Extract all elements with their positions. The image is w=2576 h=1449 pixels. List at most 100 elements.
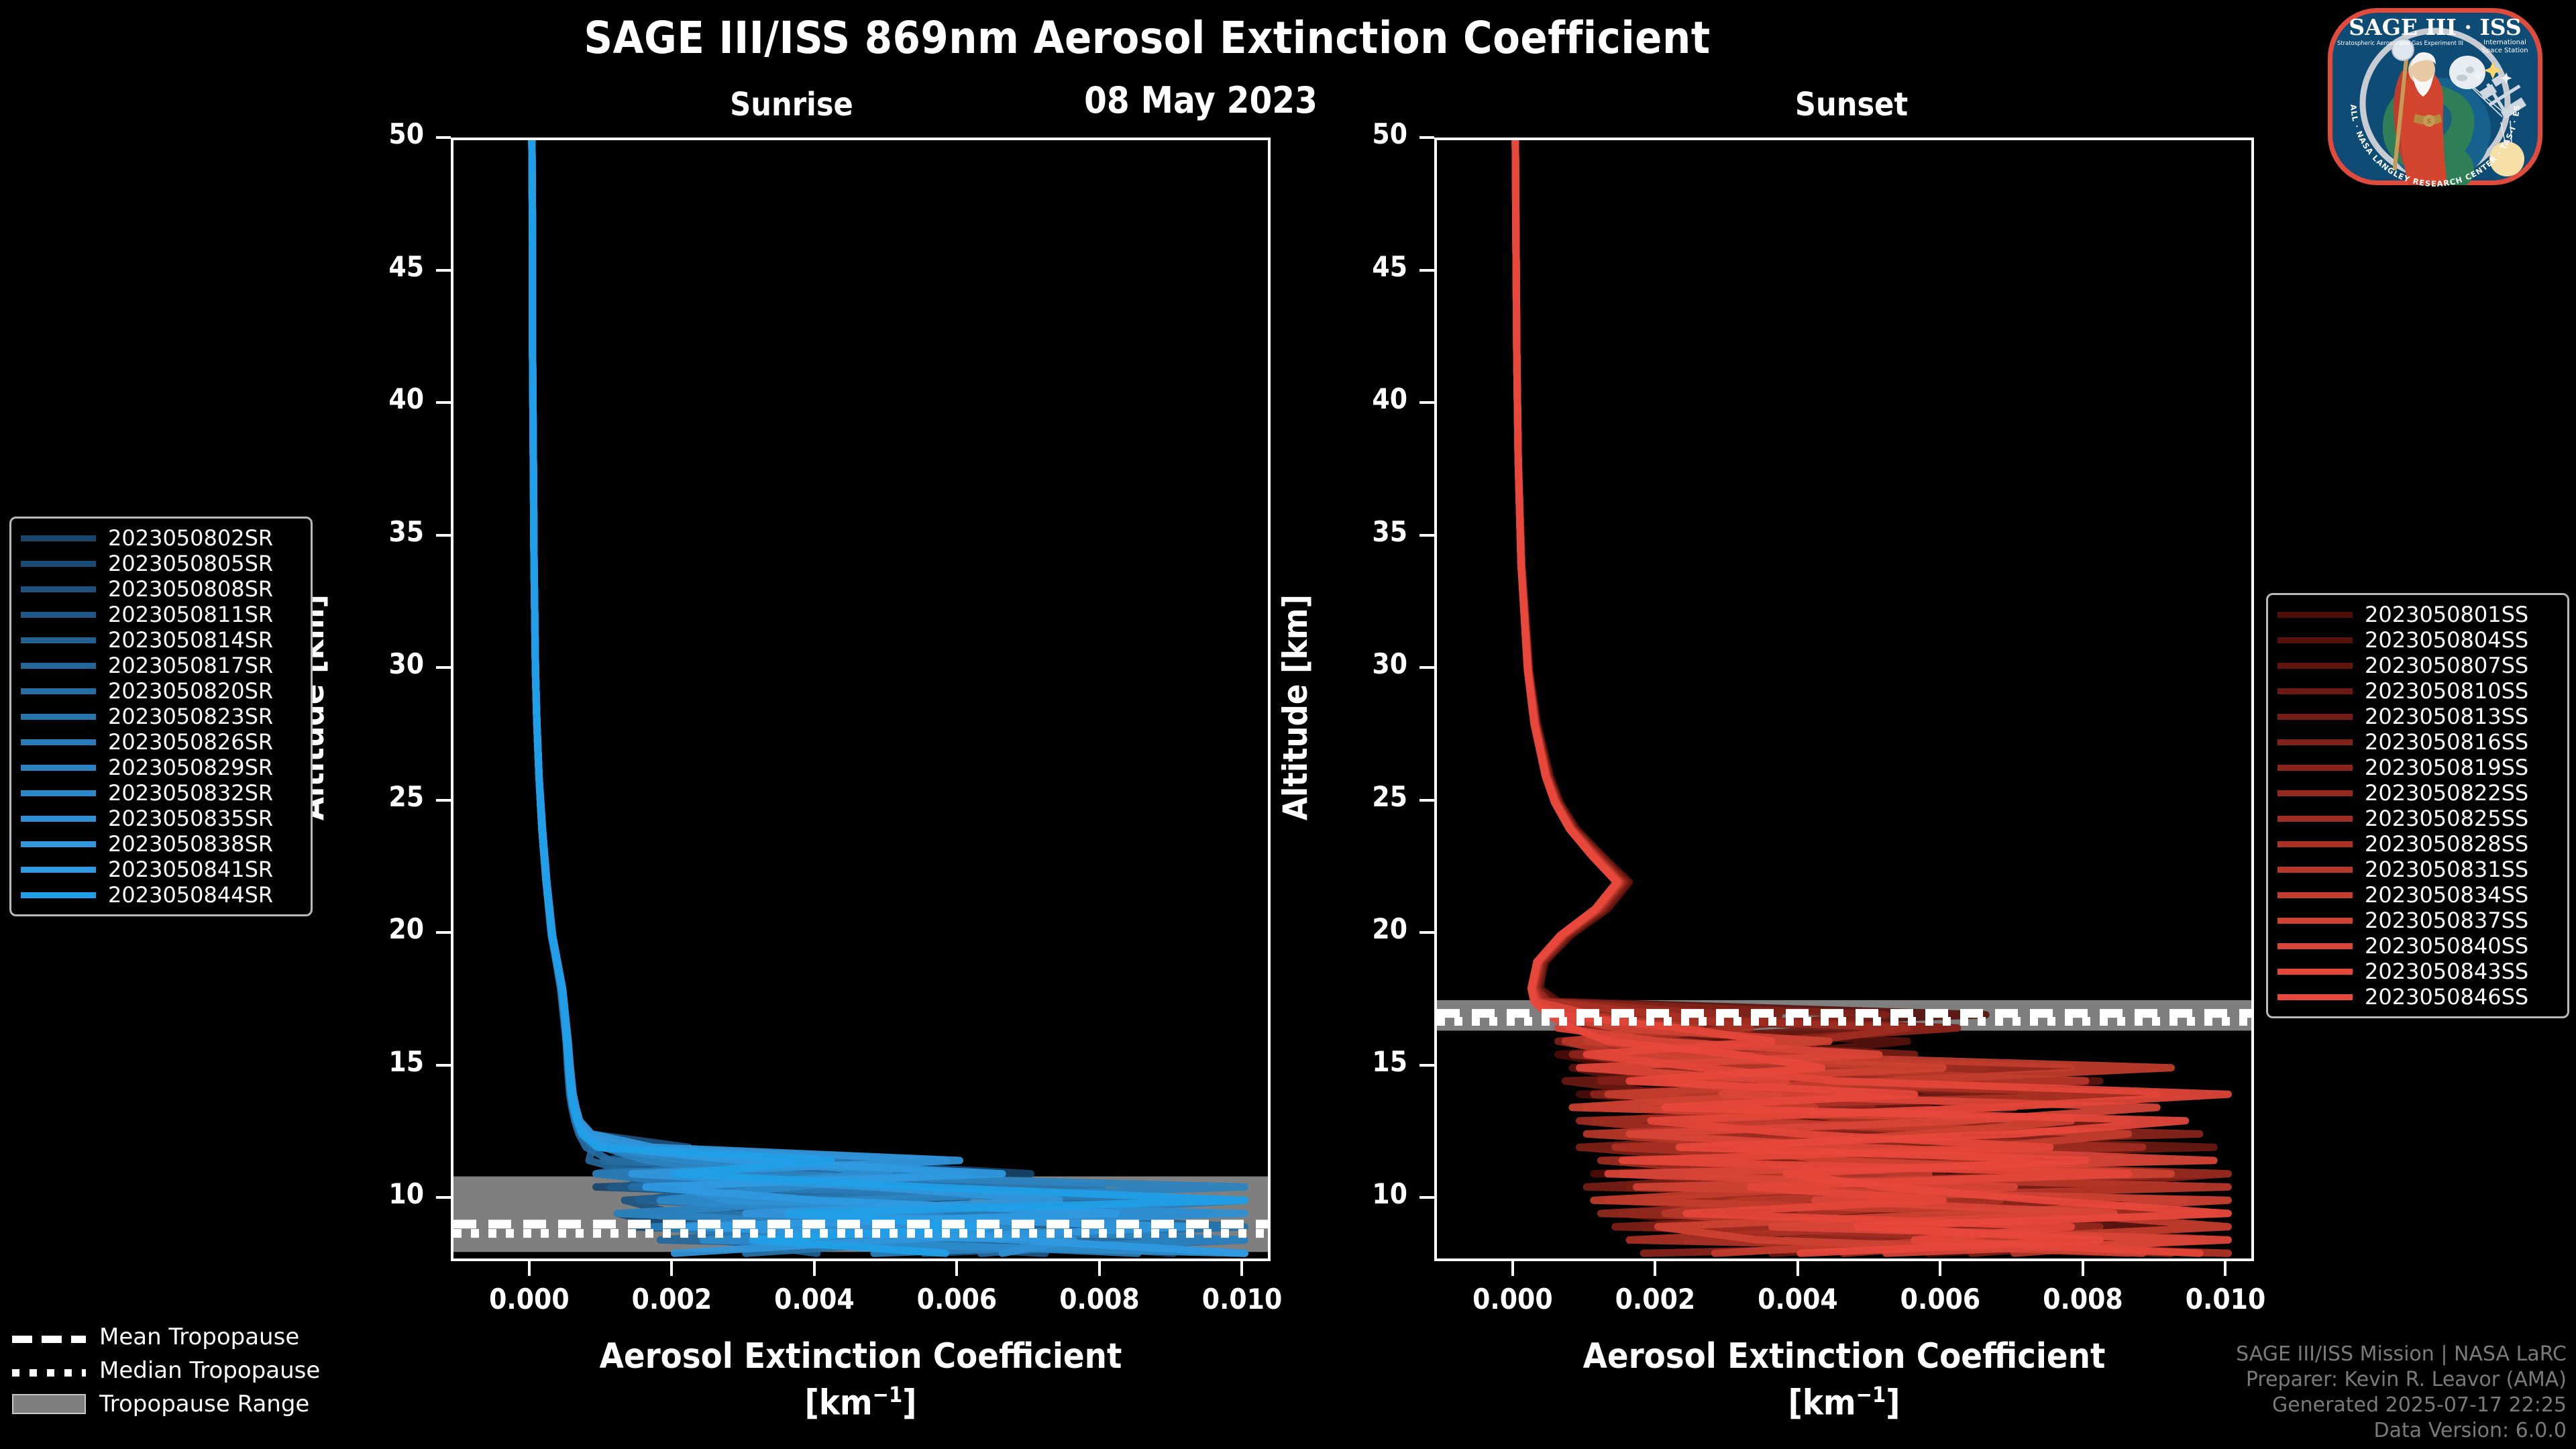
legend-item-label: 2023050802SR [108, 525, 274, 551]
legend-color-swatch [2277, 739, 2353, 745]
plot-frame-sunrise [451, 138, 1271, 1261]
legend-item[interactable]: 2023050817SR [21, 653, 301, 678]
legend-item[interactable]: 2023050807SS [2277, 653, 2558, 678]
legend-item[interactable]: 2023050844SR [21, 882, 301, 908]
legend-item[interactable]: 2023050804SS [2277, 627, 2558, 653]
legend-item[interactable]: 2023050802SR [21, 525, 301, 551]
legend-item[interactable]: 2023050810SS [2277, 678, 2558, 704]
legend-item-label: 2023050829SR [108, 755, 274, 780]
legend-item-label: 2023050817SR [108, 653, 274, 678]
legend-item[interactable]: 2023050838SR [21, 831, 301, 857]
tropopause-legend-item: Median Tropopause [12, 1354, 320, 1387]
legend-item[interactable]: 2023050828SS [2277, 831, 2558, 857]
legend-color-swatch [21, 815, 96, 822]
profile-line [528, 140, 1248, 1257]
x-tick-label: 0.000 [489, 1283, 570, 1316]
x-tick [1654, 1261, 1657, 1276]
legend-item-label: 2023050846SS [2365, 984, 2529, 1010]
y-tick [1419, 931, 1434, 934]
legend-item-label: 2023050808SR [108, 576, 274, 602]
svg-text:S: S [2427, 119, 2431, 125]
legend-item[interactable]: 2023050841SR [21, 857, 301, 882]
legend-item[interactable]: 2023050819SS [2277, 755, 2558, 780]
legend-sunset[interactable]: 2023050801SS 2023050804SS 2023050807SS 2023… [2266, 593, 2569, 1018]
legend-sunrise[interactable]: 2023050802SR 2023050805SR 2023050808SR 2023… [9, 517, 313, 916]
legend-item-label: 2023050834SS [2365, 882, 2529, 908]
legend-color-swatch [21, 586, 96, 592]
x-tick [1511, 1261, 1514, 1276]
y-tick-label: 50 [1372, 117, 1407, 150]
legend-color-swatch [21, 560, 96, 567]
legend-item[interactable]: 2023050816SS [2277, 729, 2558, 755]
profile-line [528, 140, 1248, 1257]
legend-color-swatch [2277, 764, 2353, 771]
profile-line [528, 140, 1248, 1257]
tropopause-legend-key-dash [12, 1335, 86, 1343]
logo-title: SAGE III · ISS [2349, 14, 2521, 40]
legend-item[interactable]: 2023050811SR [21, 602, 301, 627]
legend-item[interactable]: 2023050846SS [2277, 984, 2558, 1010]
legend-item[interactable]: 2023050829SR [21, 755, 301, 780]
tropopause-legend-item: Mean Tropopause [12, 1320, 320, 1354]
legend-item-label: 2023050805SR [108, 551, 274, 576]
legend-item-label: 2023050843SS [2365, 959, 2529, 984]
profile-line [528, 140, 1177, 1257]
profile-line [528, 140, 1248, 1257]
legend-item-label: 2023050837SS [2365, 908, 2529, 933]
legend-item[interactable]: 2023050825SS [2277, 806, 2558, 831]
legend-color-swatch [21, 688, 96, 694]
x-tick-label: 0.006 [1900, 1283, 1981, 1316]
legend-item-label: 2023050816SS [2365, 729, 2529, 755]
legend-item-label: 2023050814SR [108, 627, 274, 653]
profile-line [528, 140, 1248, 1257]
legend-item[interactable]: 2023050822SS [2277, 780, 2558, 806]
legend-item[interactable]: 2023050837SS [2277, 908, 2558, 933]
legend-item[interactable]: 2023050814SR [21, 627, 301, 653]
profile-line [528, 140, 1248, 1257]
legend-item-label: 2023050841SR [108, 857, 274, 882]
legend-item-label: 2023050823SR [108, 704, 274, 729]
legend-item[interactable]: 2023050840SS [2277, 933, 2558, 959]
y-tick [1419, 268, 1434, 272]
credit-preparer: Preparer: Kevin R. Leavor (AMA) [2245, 1368, 2567, 1391]
sage-iii-iss-logo: S SAGE III · ISS Stratospheric Aerosol a… [2301, 3, 2542, 189]
y-tick-label: 15 [388, 1044, 424, 1078]
y-tick-label: 25 [388, 780, 424, 813]
x-tick [2224, 1261, 2227, 1276]
legend-item[interactable]: 2023050834SS [2277, 882, 2558, 908]
profile-plot-sunset [1437, 140, 2251, 1257]
legend-item[interactable]: 2023050820SR [21, 678, 301, 704]
y-tick-label: 35 [1372, 515, 1407, 548]
legend-item-label: 2023050819SS [2365, 755, 2529, 780]
legend-item[interactable]: 2023050813SS [2277, 704, 2558, 729]
x-axis-label: Aerosol Extinction Coefficient [1582, 1336, 2106, 1377]
legend-item[interactable]: 2023050831SS [2277, 857, 2558, 882]
legend-item[interactable]: 2023050843SS [2277, 959, 2558, 984]
legend-item[interactable]: 2023050826SR [21, 729, 301, 755]
legend-item[interactable]: 2023050832SR [21, 780, 301, 806]
y-tick [1419, 533, 1434, 537]
legend-item[interactable]: 2023050808SR [21, 576, 301, 602]
y-tick-label: 30 [388, 647, 424, 681]
legend-color-swatch [2277, 662, 2353, 669]
tropopause-legend-label: Median Tropopause [99, 1357, 321, 1384]
legend-item-label: 2023050810SS [2365, 678, 2529, 704]
x-tick [2081, 1261, 2084, 1276]
y-tick [1419, 1063, 1434, 1067]
y-tick-label: 30 [1372, 647, 1407, 681]
legend-item-label: 2023050801SS [2365, 602, 2529, 627]
x-tick [1097, 1261, 1101, 1276]
legend-item[interactable]: 2023050823SR [21, 704, 301, 729]
legend-item[interactable]: 2023050805SR [21, 551, 301, 576]
legend-item[interactable]: 2023050801SS [2277, 602, 2558, 627]
figure-title: SAGE III/ISS 869nm Aerosol Extinction Co… [584, 12, 1711, 64]
legend-color-swatch [2277, 815, 2353, 822]
y-tick [1419, 136, 1434, 139]
legend-item-label: 2023050838SR [108, 831, 274, 857]
x-tick [1796, 1261, 1799, 1276]
legend-color-swatch [2277, 943, 2353, 949]
profile-line [528, 140, 1248, 1257]
legend-item-label: 2023050835SR [108, 806, 274, 831]
legend-item[interactable]: 2023050835SR [21, 806, 301, 831]
